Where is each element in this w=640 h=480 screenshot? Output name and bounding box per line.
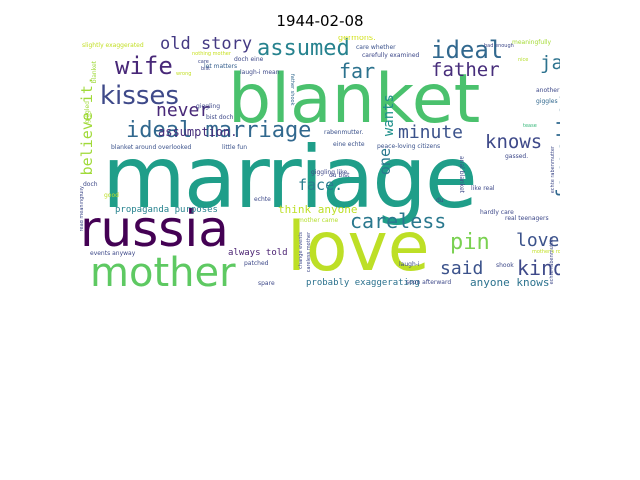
- word-wrong: wrong: [176, 71, 192, 77]
- word-gassed: gassed.: [505, 153, 529, 160]
- word-father-shook: father shook: [289, 74, 295, 106]
- word-spare: spare: [258, 280, 275, 287]
- word-another-scene: another scene: [536, 87, 560, 94]
- word-assumed: assumed: [257, 36, 350, 61]
- word-propaganda-purposes: propaganda purposes: [115, 205, 218, 215]
- word-far: far: [339, 59, 376, 83]
- word-eine-echte: eine echte: [333, 141, 365, 148]
- word-careless-mother: careless mother: [306, 232, 312, 273]
- word-read-meaningfully: read meaningfully: [80, 186, 85, 232]
- word-nothing-mother: nothing mother: [192, 51, 231, 57]
- word-du: du: [436, 197, 444, 204]
- word-blanket: blanket: [228, 60, 481, 139]
- word-germons: germons.: [338, 36, 376, 42]
- word-love: love: [287, 208, 430, 287]
- word-russia: russia: [80, 200, 229, 258]
- word-laugh-i-mean: laugh-i mean: [240, 69, 280, 76]
- word-echte-rabenmutter-2: echte rabenmutter: [550, 146, 556, 194]
- word-face: face.: [298, 176, 344, 194]
- word-doch-eine: doch eine: [234, 56, 264, 63]
- word-peace-loving-citizens: peace-loving citizens: [377, 143, 441, 150]
- word-echte-rabenmutter: echte rabenmutter.: [549, 236, 555, 285]
- word-jan: jan: [540, 52, 560, 74]
- word-think-anyone: think anyone: [278, 203, 358, 216]
- word-never: never: [156, 100, 211, 121]
- word-care: care: [198, 59, 209, 65]
- word-care-whether: care whether: [356, 44, 396, 51]
- word-change-events: change events: [298, 232, 304, 269]
- word-believe-it: believe it.: [80, 76, 96, 176]
- word-ideal: ideal: [431, 36, 504, 64]
- chart-title: 1944-02-08: [276, 12, 364, 30]
- word-du-bist: du bist: [329, 172, 350, 179]
- word-laugh-i: laugh-i: [399, 261, 420, 268]
- word-rabenmutter: rabenmutter.: [324, 129, 364, 136]
- word-mother: mother: [90, 250, 236, 294]
- word-events-anyway: events anyway: [90, 250, 136, 257]
- word-always-told: always told: [228, 248, 288, 258]
- word-patched: patched: [244, 260, 269, 267]
- word-giggling-like: giggling like: [311, 169, 348, 176]
- word-like-real: like real: [471, 185, 495, 192]
- word-slightly-exaggerated: slightly exaggerated: [82, 42, 144, 49]
- word-probably-exaggerating: probably exaggerating: [306, 278, 420, 288]
- word-bist: bist: [201, 66, 211, 72]
- word-soon-afterward: soon afterward: [406, 279, 452, 286]
- word-old-story: old story: [160, 36, 253, 54]
- word-carefully-examined: carefully examined: [362, 52, 420, 59]
- word-little-fun: little fun: [222, 144, 248, 151]
- word-giggles: giggles: [536, 98, 558, 105]
- word-bad-enough: bad enough: [484, 43, 514, 49]
- word-giggling: giggling: [196, 103, 221, 110]
- word-let-matters: let matters: [204, 63, 238, 70]
- word-careless: careless: [350, 209, 447, 233]
- word-marriage: marriage: [102, 128, 478, 228]
- word-shook: shook: [496, 262, 514, 269]
- word-mothers-role: mother's role: [532, 249, 560, 255]
- word-wants: wants: [381, 94, 397, 137]
- word-giggled: giggled: [84, 101, 91, 124]
- word-wife: wife: [115, 52, 173, 80]
- word-anyone-knows: anyone knows: [470, 276, 550, 289]
- word-doch: doch: [83, 181, 98, 188]
- word-blanket-around-overlooked: blanket around overlooked: [111, 144, 192, 151]
- word-good: good: [104, 192, 119, 199]
- word-said: said: [440, 258, 484, 279]
- word-echte: echte: [254, 196, 271, 203]
- word-minute: minute: [398, 122, 464, 143]
- word-mother-came: mother came: [298, 217, 339, 224]
- word-real-teenagers: real teenagers: [505, 215, 549, 222]
- word-ideal-marriage: ideal marriage: [126, 118, 312, 143]
- word-meaningfully: meaningfully: [512, 39, 552, 46]
- word-hardly-care: hardly care: [480, 209, 514, 216]
- word-pin: pin: [450, 230, 490, 255]
- word-nice: nice: [518, 57, 529, 63]
- word-anal-blanket: anal blanket: [458, 156, 465, 193]
- word-bist-doch: bist doch: [206, 114, 234, 121]
- word-kisses: kisses: [100, 81, 179, 111]
- word-blanket-small: blanket: [91, 61, 98, 84]
- word-assumption: assumption.: [158, 125, 238, 139]
- word-kind: kind: [517, 256, 560, 280]
- word-tease: tease: [523, 123, 537, 129]
- word-cloud: marriage blanket russia love mother idea…: [80, 36, 560, 294]
- word-knows: knows: [485, 131, 543, 153]
- word-father: father: [431, 59, 500, 81]
- word-one: one: [376, 148, 394, 176]
